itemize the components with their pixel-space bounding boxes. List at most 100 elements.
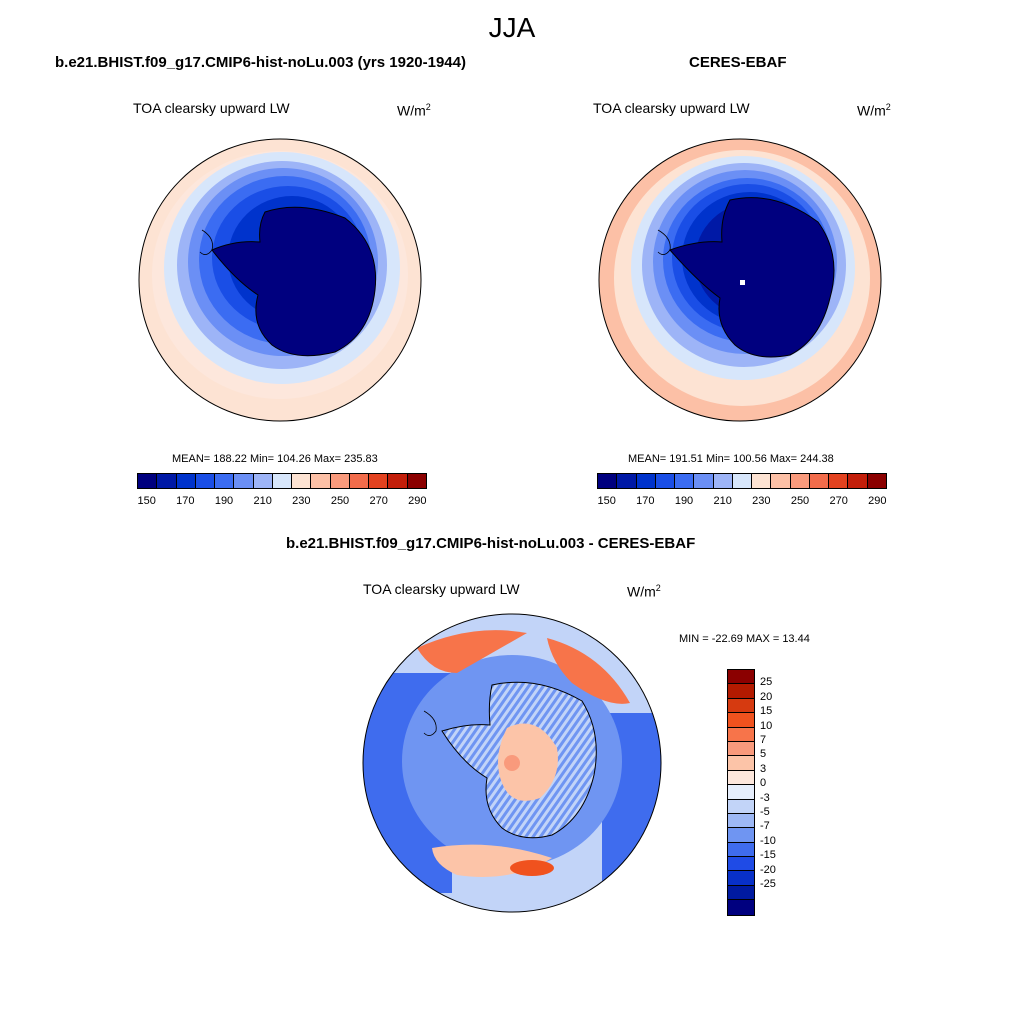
diff-colorbar-ticks: 25 20 15 10 7 5 3 0 -3 -5 -7 -10 -15 -20 -25 xyxy=(760,669,800,914)
colorbar-tick-label: 190 xyxy=(214,495,234,507)
colorbar-tick-label: 20 xyxy=(760,690,773,703)
colorbar-cell xyxy=(636,474,656,488)
colorbar-cell xyxy=(655,474,676,488)
colorbar-cell xyxy=(675,474,695,488)
left-stats: MEAN= 188.22 Min= 104.26 Max= 235.83 xyxy=(172,453,378,465)
figure-title: JJA xyxy=(488,12,536,43)
colorbar-cell xyxy=(728,813,754,829)
left-colorbar-ticks: 150 170 190 210 230 250 270 290 xyxy=(137,489,427,507)
colorbar-cell xyxy=(728,885,754,901)
colorbar-tick-label: 170 xyxy=(636,495,655,507)
colorbar-cell xyxy=(407,474,426,488)
colorbar-tick-label: 290 xyxy=(408,495,427,507)
colorbar-tick-label: 210 xyxy=(713,495,732,507)
colorbar-tick-label: 190 xyxy=(674,495,694,507)
colorbar-tick-label: 10 xyxy=(760,719,773,732)
diff-panel-title: b.e21.BHIST.f09_g17.CMIP6-hist-noLu.003 … xyxy=(286,535,696,552)
colorbar-cell xyxy=(732,474,753,488)
colorbar-cell xyxy=(728,727,754,742)
colorbar-tick-label: 3 xyxy=(760,762,767,775)
colorbar-cell xyxy=(728,713,754,728)
colorbar-tick-label: 250 xyxy=(790,495,810,507)
colorbar-cell xyxy=(728,698,754,714)
right-stats: MEAN= 191.51 Min= 100.56 Max= 244.38 xyxy=(628,453,834,465)
diff-units-label: W/m2 xyxy=(627,583,661,600)
colorbar-cell xyxy=(215,474,235,488)
colorbar-cell xyxy=(713,474,733,488)
colorbar-tick-label: 5 xyxy=(760,748,767,761)
diff-variable-label: TOA clearsky upward LW xyxy=(363,581,520,597)
colorbar-cell xyxy=(253,474,273,488)
colorbar-tick-label: 15 xyxy=(760,705,773,718)
colorbar-cell xyxy=(311,474,331,488)
colorbar-cell xyxy=(829,474,849,488)
colorbar-cell xyxy=(752,474,772,488)
colorbar-cell xyxy=(771,474,791,488)
left-colorbar-cells xyxy=(137,473,427,489)
right-panel-title: CERES-EBAF xyxy=(689,54,787,71)
colorbar-tick-label: 230 xyxy=(292,495,311,507)
colorbar-tick-label: -25 xyxy=(760,878,776,890)
colorbar-tick-label: -7 xyxy=(760,820,770,833)
right-colorbar-cells xyxy=(597,473,887,489)
colorbar-cell xyxy=(867,474,886,488)
left-units-label: W/m2 xyxy=(397,102,431,119)
colorbar-cell xyxy=(349,474,370,488)
diff-colorbar-cells xyxy=(727,669,755,916)
right-units-label: W/m2 xyxy=(857,102,891,119)
colorbar-cell xyxy=(728,684,754,699)
colorbar-cell xyxy=(790,474,810,488)
colorbar-cell xyxy=(728,670,754,685)
colorbar-cell xyxy=(809,474,830,488)
colorbar-cell xyxy=(369,474,389,488)
colorbar-cell xyxy=(617,474,637,488)
colorbar-cell xyxy=(292,474,312,488)
colorbar-tick-label: 0 xyxy=(760,777,767,790)
colorbar-tick-label: 270 xyxy=(829,495,848,507)
colorbar-cell xyxy=(728,785,754,800)
colorbar-tick-label: 250 xyxy=(330,495,350,507)
diff-colorbar xyxy=(727,669,755,916)
colorbar-cell xyxy=(728,799,754,814)
colorbar-cell xyxy=(728,871,754,886)
colorbar-cell xyxy=(728,756,754,771)
colorbar-tick-label: 270 xyxy=(369,495,388,507)
colorbar-cell xyxy=(330,474,350,488)
colorbar-cell xyxy=(728,741,754,757)
right-polar-map xyxy=(598,138,882,422)
colorbar-cell xyxy=(195,474,216,488)
colorbar-cell xyxy=(694,474,714,488)
colorbar-tick-label: 7 xyxy=(760,734,767,746)
colorbar-tick-label: -3 xyxy=(760,791,770,804)
diff-polar-map xyxy=(362,613,662,913)
colorbar-cell xyxy=(388,474,408,488)
colorbar-tick-label: 230 xyxy=(752,495,771,507)
colorbar-cell xyxy=(157,474,177,488)
colorbar-cell xyxy=(598,474,618,488)
colorbar-tick-label: 150 xyxy=(597,495,616,507)
colorbar-cell xyxy=(728,828,754,843)
colorbar-cell xyxy=(138,474,158,488)
left-colorbar: 150 170 190 210 230 250 270 290 xyxy=(137,473,427,507)
colorbar-cell xyxy=(728,770,754,786)
left-polar-map xyxy=(138,138,422,422)
colorbar-tick-label: 150 xyxy=(137,495,156,507)
left-panel-title: b.e21.BHIST.f09_g17.CMIP6-hist-noLu.003 … xyxy=(55,54,466,71)
colorbar-cell xyxy=(272,474,293,488)
right-colorbar-ticks: 150 170 190 210 230 250 270 290 xyxy=(597,489,887,507)
colorbar-cell xyxy=(728,900,754,915)
colorbar-tick-label: 25 xyxy=(760,676,773,689)
colorbar-tick-label: 170 xyxy=(176,495,195,507)
colorbar-tick-label: -5 xyxy=(760,806,770,818)
colorbar-cell xyxy=(728,842,754,858)
colorbar-cell xyxy=(234,474,254,488)
colorbar-cell xyxy=(848,474,868,488)
colorbar-tick-label: 210 xyxy=(253,495,272,507)
left-variable-label: TOA clearsky upward LW xyxy=(133,100,290,116)
diff-stats: MIN = -22.69 MAX = 13.44 xyxy=(679,633,810,645)
colorbar-tick-label: -15 xyxy=(760,849,776,862)
colorbar-cell xyxy=(728,857,754,872)
colorbar-cell xyxy=(176,474,196,488)
colorbar-tick-label: -20 xyxy=(760,863,776,876)
colorbar-tick-label: -10 xyxy=(760,834,776,847)
